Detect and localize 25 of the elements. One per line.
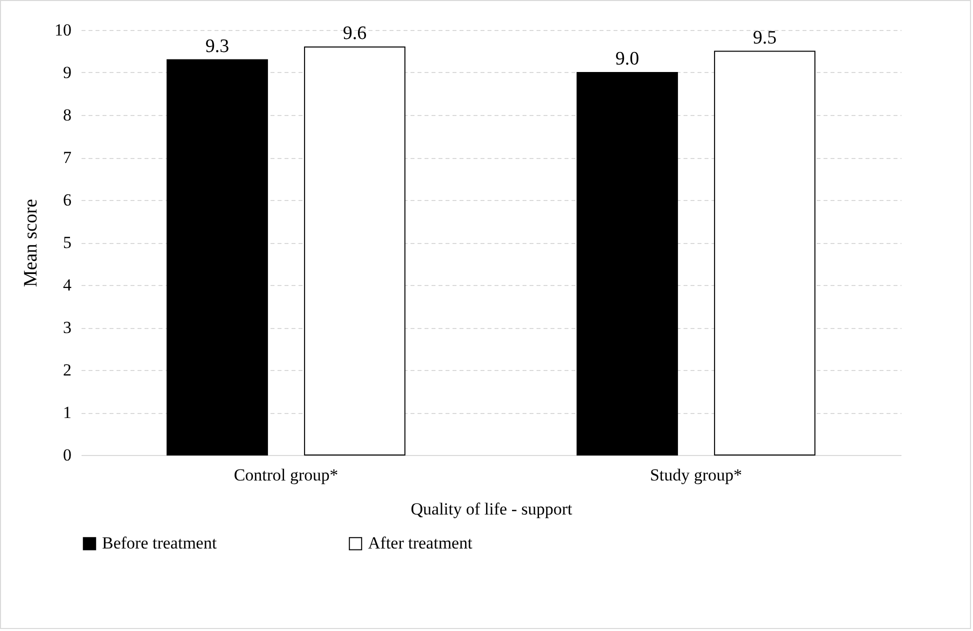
y-tick-label: 3 — [63, 318, 72, 337]
x-axis-title: Quality of life - support — [410, 500, 573, 518]
x-tick-label: Control group* — [234, 466, 338, 484]
y-tick-label: 8 — [63, 106, 72, 124]
data-label: 9.5 — [752, 27, 777, 48]
bar — [576, 72, 678, 456]
bar — [304, 46, 406, 456]
y-tick-label: 5 — [63, 233, 72, 252]
bar — [166, 59, 268, 456]
y-tick-label: 2 — [63, 360, 72, 380]
legend-label: Before treatment — [102, 534, 217, 553]
y-tick-label: 0 — [63, 446, 72, 464]
y-tick-label: 4 — [63, 276, 72, 294]
y-tick-label: 10 — [54, 20, 72, 40]
bar — [714, 50, 816, 456]
y-tick-label: 1 — [63, 403, 72, 422]
y-tick-label: 9 — [63, 63, 72, 82]
y-tick-label: 7 — [63, 148, 72, 167]
y-tick-label: 6 — [63, 190, 72, 210]
data-label: 9.6 — [342, 23, 367, 44]
data-label: 9.3 — [205, 36, 230, 57]
legend-label: After treatment — [368, 534, 473, 553]
x-tick-label: Study group* — [650, 466, 742, 484]
data-label: 9.0 — [615, 48, 640, 70]
y-axis-title: Mean score — [20, 198, 42, 288]
